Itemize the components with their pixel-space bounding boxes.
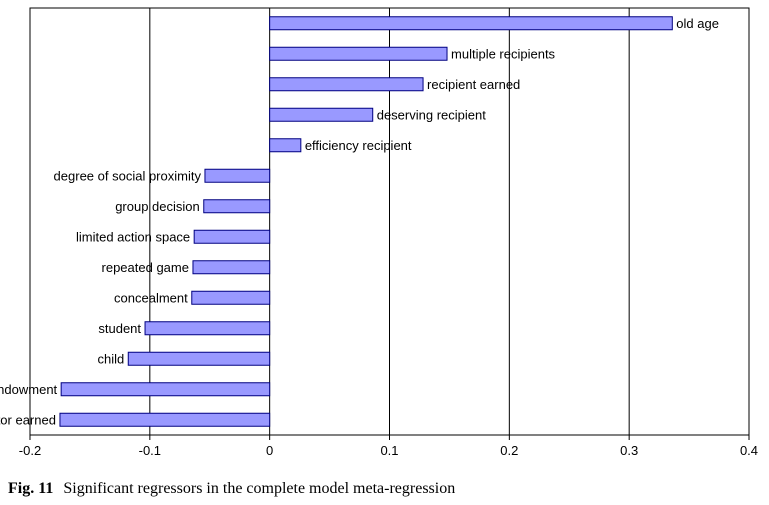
- bar-label: recipient endowment: [0, 382, 58, 397]
- bars: [59, 16, 673, 427]
- bar-label: dictator earned: [0, 412, 56, 427]
- bar: [203, 199, 271, 214]
- bar: [193, 229, 271, 244]
- bar-chart: old age multiple recipients recipient earn…: [0, 7, 758, 458]
- bar: [144, 321, 271, 336]
- bar-label: child: [98, 351, 125, 366]
- bar-label: degree of social proximity: [54, 168, 202, 183]
- bar-label: concealment: [114, 290, 188, 305]
- bar: [192, 260, 271, 275]
- x-tick-label: -0.1: [139, 443, 161, 458]
- bar-label: recipient earned: [427, 77, 520, 92]
- bar-labels: old age multiple recipients recipient earn…: [0, 16, 719, 428]
- bar: [191, 290, 271, 305]
- figure-caption: Fig. 11 Significant regressors in the com…: [8, 480, 455, 498]
- bar: [269, 138, 302, 153]
- bar: [269, 46, 448, 61]
- bar: [269, 16, 673, 31]
- x-tick-label: -0.2: [19, 443, 41, 458]
- bar-label: repeated game: [102, 260, 189, 275]
- bar: [59, 412, 271, 427]
- bar: [204, 168, 271, 183]
- bar-label: deserving recipient: [377, 107, 487, 122]
- x-axis-ticks: -0.2 -0.1 0 0.1 0.2 0.3 0.4: [19, 435, 758, 458]
- bar-label: efficiency recipient: [305, 138, 412, 153]
- figure-label: Fig. 11: [8, 480, 54, 497]
- x-tick-label: 0.4: [740, 443, 758, 458]
- x-tick-label: 0.1: [380, 443, 398, 458]
- x-tick-label: 0.2: [500, 443, 518, 458]
- x-tick-label: 0.3: [620, 443, 638, 458]
- x-tick-label: 0: [266, 443, 273, 458]
- bar: [127, 351, 271, 366]
- bar-label: multiple recipients: [451, 46, 556, 61]
- bar-label: group decision: [115, 199, 200, 214]
- bar-label: old age: [676, 16, 719, 31]
- bar-label: student: [98, 321, 141, 336]
- bar-label: limited action space: [76, 229, 190, 244]
- bar: [269, 107, 374, 122]
- bar: [269, 77, 424, 92]
- bar: [60, 382, 271, 397]
- figure-caption-text: Significant regressors in the complete m…: [63, 480, 456, 497]
